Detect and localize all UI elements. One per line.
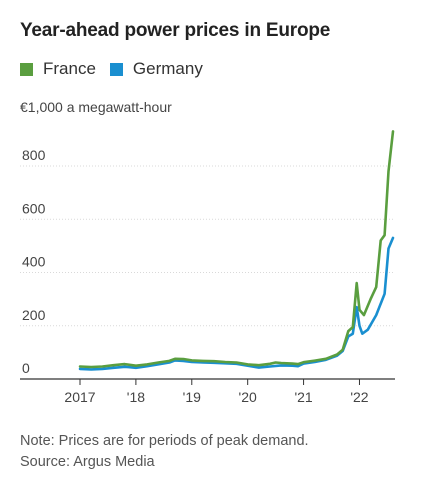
legend-swatch-germany	[109, 62, 123, 76]
footnote: Note: Prices are for periods of peak dem…	[20, 431, 309, 473]
legend-item-france: France	[20, 59, 96, 79]
y-tick-label-0: 0	[22, 360, 30, 376]
legend: France Germany	[20, 59, 217, 79]
legend-item-germany: Germany	[109, 59, 203, 79]
x-tick-label-2020: '20	[239, 389, 257, 405]
chart-title: Year-ahead power prices in Europe	[20, 20, 331, 41]
y-axis-unit-label: €1,000 a megawatt-hour	[20, 99, 172, 115]
legend-label-france: France	[43, 59, 96, 78]
series-line-germany	[78, 236, 395, 371]
y-tick-label-600: 600	[22, 200, 46, 216]
x-tick-label-2021: '21	[294, 389, 312, 405]
legend-swatch-france	[20, 62, 33, 76]
x-tick-label-2022: '22	[350, 389, 368, 405]
x-tick-label-2018: '18	[127, 389, 145, 405]
y-tick-label-400: 400	[22, 254, 46, 270]
y-tick-label-800: 800	[22, 147, 46, 163]
x-tick-label-2017: 2017	[64, 389, 95, 405]
note-text: Note: Prices are for periods of peak dem…	[20, 433, 309, 449]
y-tick-label-200: 200	[22, 307, 46, 323]
source-text: Source: Argus Media	[20, 454, 155, 470]
series-line-france	[78, 130, 395, 369]
legend-label-germany: Germany	[132, 59, 203, 78]
x-tick-label-2019: '19	[183, 389, 201, 405]
